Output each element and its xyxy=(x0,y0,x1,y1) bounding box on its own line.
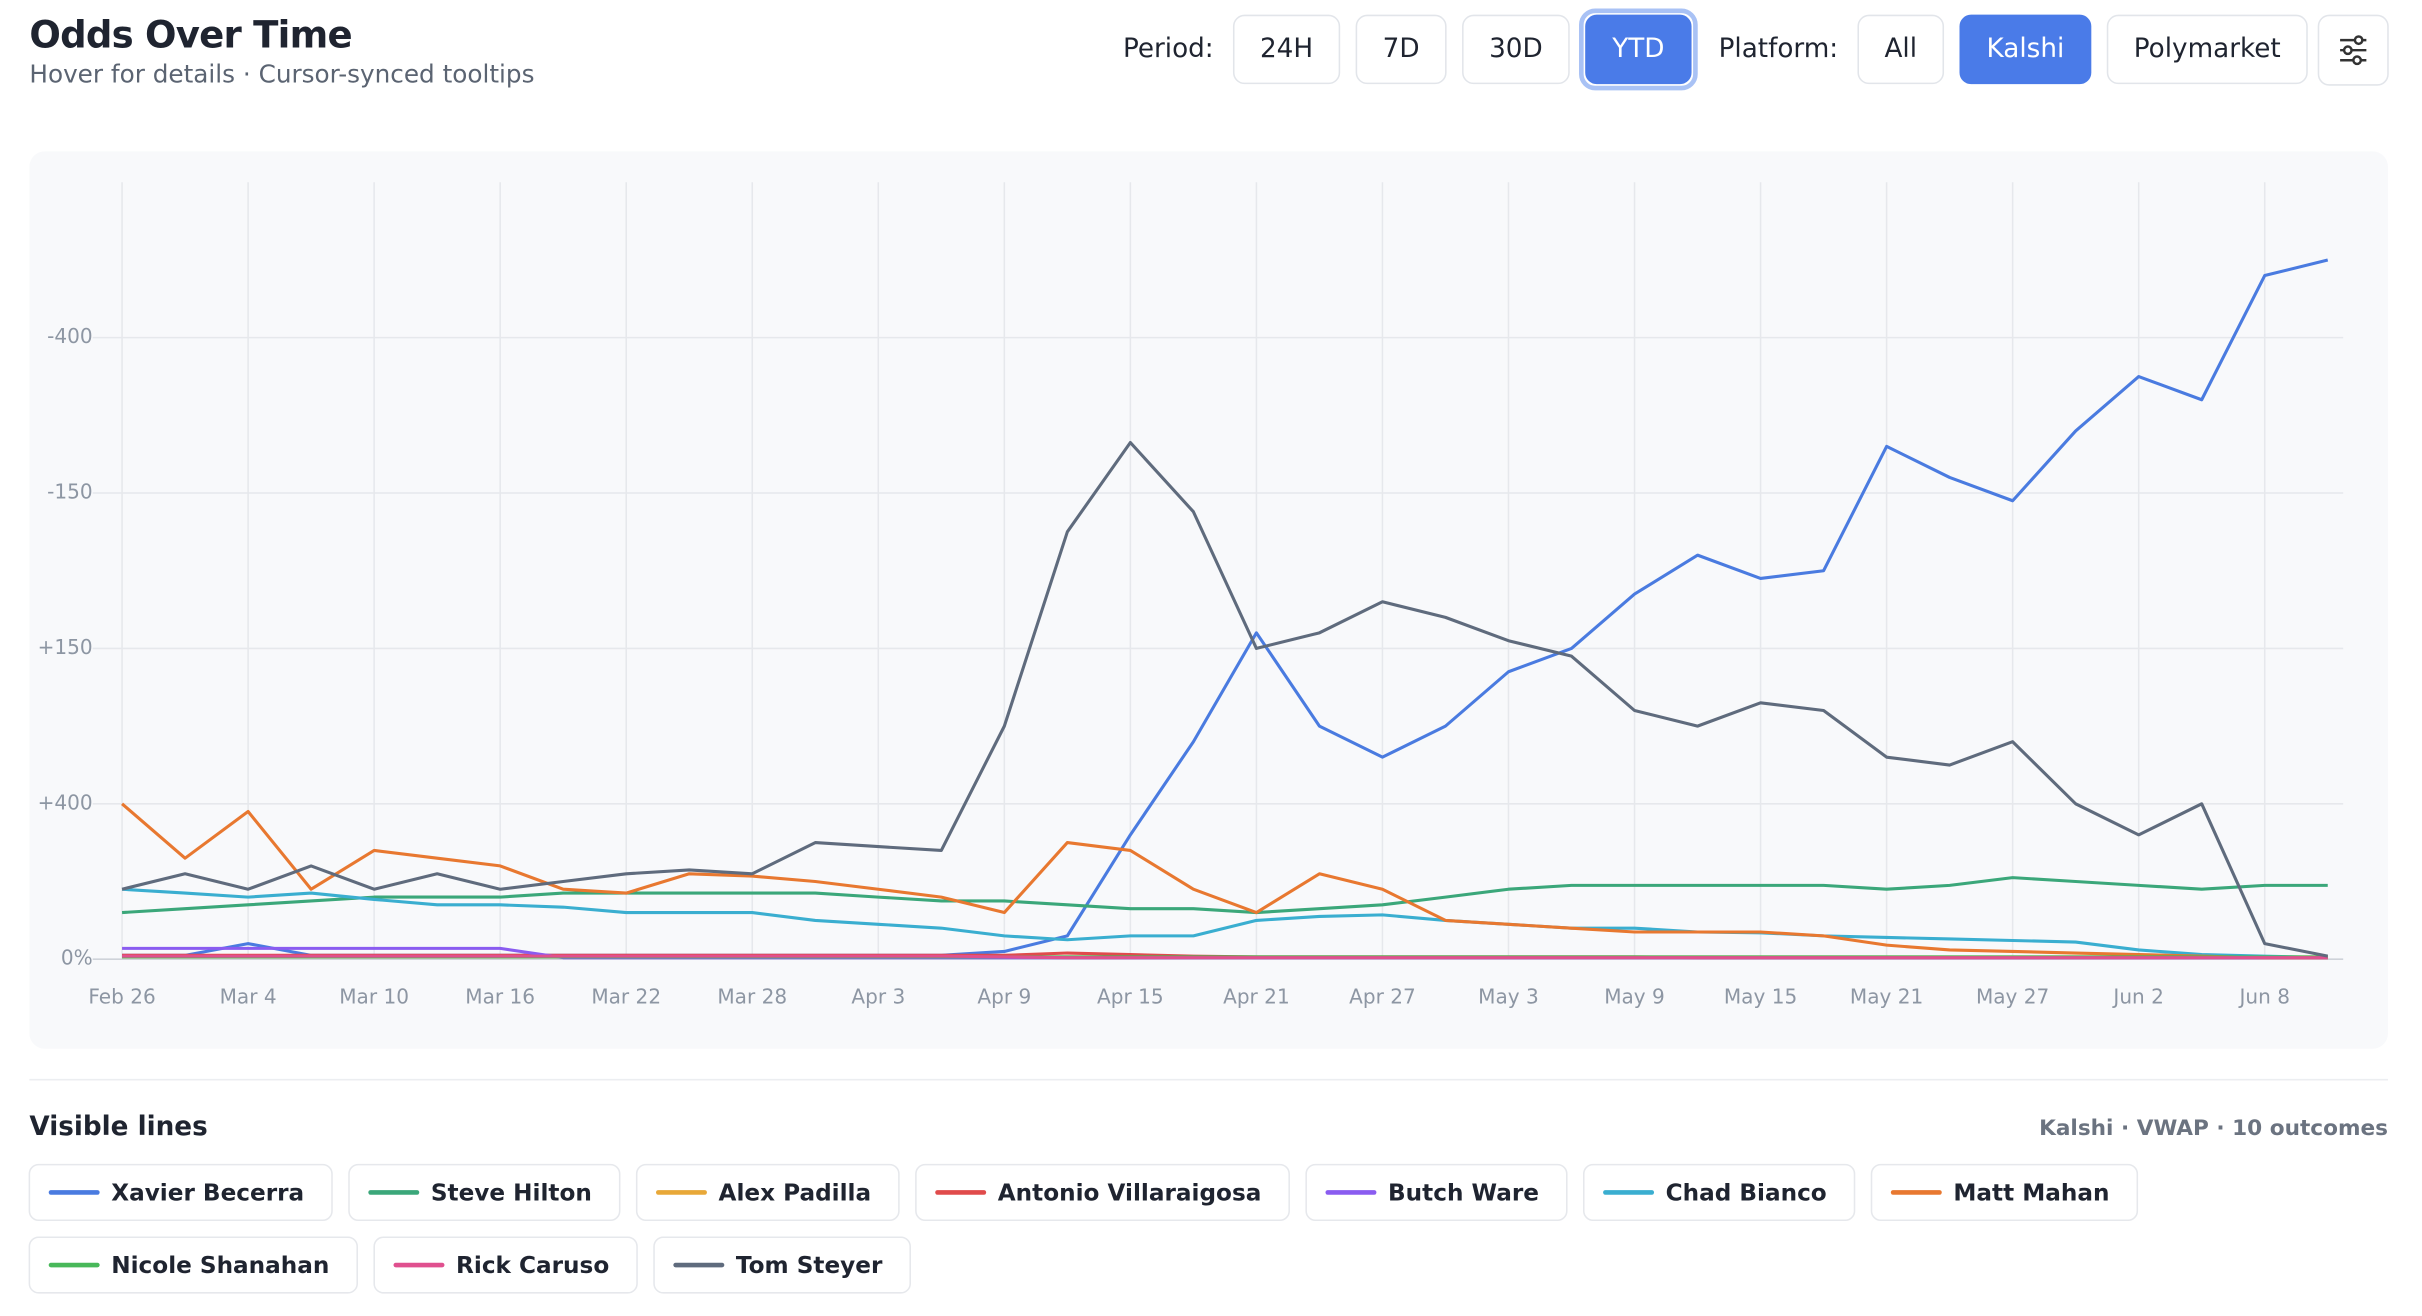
x-tick-label: May 15 xyxy=(1724,984,1797,1008)
legend-item[interactable]: Antonio Villaraigosa xyxy=(915,1163,1290,1222)
legend-item[interactable]: Nicole Shanahan xyxy=(28,1236,358,1294)
legend-item[interactable]: Matt Mahan xyxy=(1870,1163,2139,1222)
focus-ring xyxy=(1579,8,1698,91)
legend-label[interactable]: Antonio Villaraigosa xyxy=(998,1180,1262,1206)
legend-box[interactable] xyxy=(915,1163,1290,1222)
legend-label[interactable]: Steve Hilton xyxy=(431,1180,592,1206)
legend-label[interactable]: Nicole Shanahan xyxy=(111,1253,329,1279)
x-tick-label: Mar 22 xyxy=(591,984,661,1008)
toggle-button[interactable]: YTD xyxy=(1579,8,1698,91)
series-line xyxy=(121,440,2329,958)
button-box[interactable] xyxy=(1959,14,2092,85)
button-box[interactable] xyxy=(1462,14,1570,85)
toggle-button[interactable]: 30D xyxy=(1462,14,1570,85)
x-tick-label: Jun 8 xyxy=(2237,984,2290,1008)
legend-label[interactable]: Tom Steyer xyxy=(736,1253,883,1279)
legend-item[interactable]: Rick Caruso xyxy=(373,1236,638,1294)
button-label[interactable]: Kalshi xyxy=(1987,34,2065,64)
legend-box[interactable] xyxy=(635,1163,900,1222)
button-box[interactable] xyxy=(1232,14,1341,85)
y-tick-label: +150 xyxy=(38,635,93,659)
page-title: Odds Over Time xyxy=(29,14,351,57)
legend-box[interactable] xyxy=(1305,1163,1568,1222)
legend-item[interactable]: Tom Steyer xyxy=(653,1236,911,1294)
toggle-button[interactable]: Polymarket xyxy=(2106,14,2308,85)
legend-box[interactable] xyxy=(28,1236,358,1294)
legend-item[interactable]: Steve Hilton xyxy=(348,1163,621,1222)
legend-label[interactable]: Xavier Becerra xyxy=(111,1180,304,1206)
legend-box[interactable] xyxy=(1583,1163,1856,1222)
x-tick-label: Jun 2 xyxy=(2111,984,2164,1008)
toggle-button[interactable]: 7D xyxy=(1355,14,1447,85)
control-label: Period: xyxy=(1123,34,1214,64)
x-tick-label: Feb 26 xyxy=(88,984,155,1008)
y-tick-label: -400 xyxy=(47,324,93,348)
legend-box[interactable] xyxy=(348,1163,621,1222)
legend-item[interactable]: Xavier Becerra xyxy=(28,1163,333,1222)
button-label[interactable]: 24H xyxy=(1260,34,1313,64)
toggle-button[interactable]: 24H xyxy=(1232,14,1341,85)
legend-label[interactable]: Alex Padilla xyxy=(719,1180,872,1206)
button-label[interactable]: Polymarket xyxy=(2134,34,2281,64)
page-subtitle: Hover for details · Cursor-synced toolti… xyxy=(29,60,534,89)
settings-icon xyxy=(2340,35,2367,66)
x-tick-label: Apr 27 xyxy=(1349,984,1416,1008)
plot: Feb 26 Mar 4 Mar 10 Mar 16 Mar 22 Mar 28 Apr 3… xyxy=(38,182,2344,1008)
legend-title: Visible lines xyxy=(29,1112,207,1142)
series-line xyxy=(121,802,2328,960)
legend-box[interactable] xyxy=(1870,1163,2139,1222)
toggle-button[interactable]: All xyxy=(1857,14,1945,85)
x-tick-label: Apr 9 xyxy=(977,984,1031,1008)
legend-label[interactable]: Rick Caruso xyxy=(456,1253,609,1279)
control-label: Platform: xyxy=(1719,34,1839,64)
button-box[interactable] xyxy=(1355,14,1447,85)
x-tick-label: May 9 xyxy=(1604,984,1665,1008)
y-tick-label: 0% xyxy=(61,946,93,970)
series-line xyxy=(121,887,2328,960)
legend-item[interactable]: Alex Padilla xyxy=(635,1163,900,1222)
y-tick-label: +400 xyxy=(38,790,93,814)
x-tick-label: Mar 28 xyxy=(717,984,787,1008)
y-tick-label: -150 xyxy=(47,480,93,504)
x-tick-label: May 3 xyxy=(1478,984,1539,1008)
x-tick-label: Mar 16 xyxy=(465,984,535,1008)
x-tick-label: May 27 xyxy=(1976,984,2049,1008)
toggle-button[interactable]: Kalshi xyxy=(1959,14,2092,85)
legend-label[interactable]: Chad Bianco xyxy=(1666,1180,1827,1206)
series-line xyxy=(121,876,2328,915)
legend-label[interactable]: Butch Ware xyxy=(1388,1180,1539,1206)
x-tick-label: Mar 4 xyxy=(220,984,277,1008)
legend-label[interactable]: Matt Mahan xyxy=(1953,1180,2109,1206)
settings-button[interactable] xyxy=(2317,14,2389,86)
button-box[interactable] xyxy=(2106,14,2308,85)
legend-box[interactable] xyxy=(28,1163,333,1222)
button-label[interactable]: 7D xyxy=(1383,34,1420,64)
x-tick-label: Apr 3 xyxy=(851,984,905,1008)
button-label[interactable]: YTD xyxy=(1611,34,1664,64)
series-line xyxy=(122,954,2328,960)
legend-box[interactable] xyxy=(653,1236,911,1294)
x-tick-label: Apr 15 xyxy=(1097,984,1164,1008)
legend-box[interactable] xyxy=(373,1236,638,1294)
x-tick-label: Mar 10 xyxy=(339,984,409,1008)
chart-panel xyxy=(29,151,2388,1049)
button-box[interactable] xyxy=(1857,14,1945,85)
x-tick-label: May 21 xyxy=(1850,984,1923,1008)
button-label[interactable]: 30D xyxy=(1489,34,1543,64)
button-label[interactable]: All xyxy=(1884,34,1917,64)
button-box[interactable] xyxy=(1585,14,1692,85)
legend-item[interactable]: Butch Ware xyxy=(1305,1163,1568,1222)
legend-meta: Kalshi · VWAP · 10 outcomes xyxy=(2039,1116,2388,1141)
x-tick-label: Apr 21 xyxy=(1223,984,1290,1008)
legend-item[interactable]: Chad Bianco xyxy=(1583,1163,1856,1222)
